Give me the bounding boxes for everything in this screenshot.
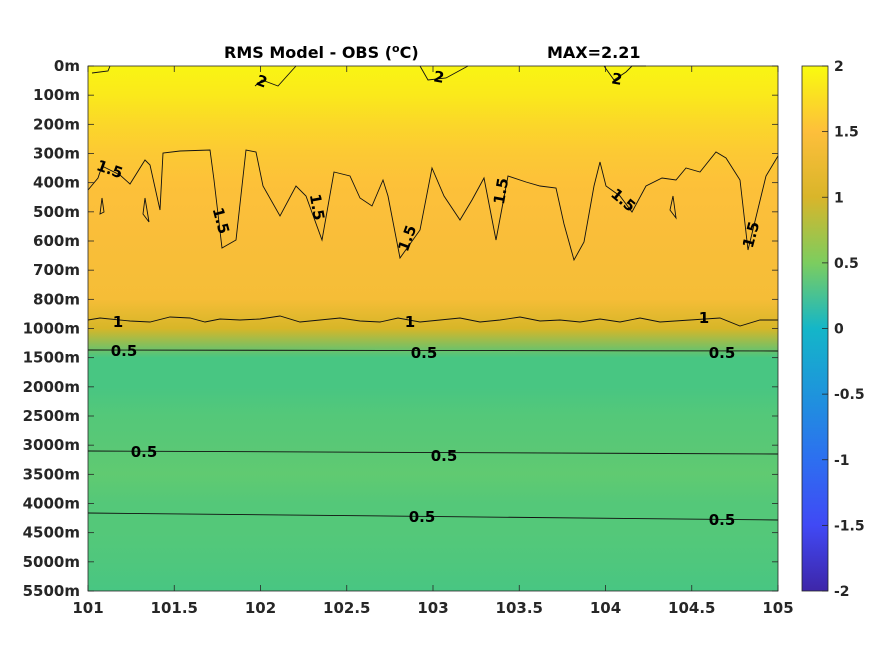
x-tick-label: 102.5 bbox=[323, 599, 370, 617]
colorbar-tick-label: 1 bbox=[834, 190, 844, 206]
contour-line bbox=[669, 195, 677, 220]
y-tick-label: 200m bbox=[33, 115, 80, 133]
contour-line bbox=[254, 65, 297, 87]
y-tick-label: 4500m bbox=[23, 524, 80, 542]
heatmap-field bbox=[88, 66, 778, 591]
y-tick-label: 2500m bbox=[23, 407, 80, 425]
y-tick-label: 600m bbox=[33, 232, 80, 250]
contour-line bbox=[419, 65, 469, 81]
y-tick-label: 5500m bbox=[23, 582, 80, 600]
contour-label: 0.5 bbox=[411, 344, 438, 362]
y-tick-label: 800m bbox=[33, 290, 80, 308]
x-tick-label: 103.5 bbox=[496, 599, 543, 617]
contour-label: 0.5 bbox=[131, 443, 158, 461]
contour-label: 2 bbox=[610, 69, 623, 89]
colorbar-tick-label: -0.5 bbox=[834, 387, 865, 403]
y-tick-label: 3500m bbox=[23, 465, 80, 483]
contour-label: 0.5 bbox=[111, 342, 138, 360]
colorbar-tick-label: 2 bbox=[834, 59, 844, 75]
x-tick-label: 101.5 bbox=[151, 599, 198, 617]
colorbar-tick-label: 1.5 bbox=[834, 125, 859, 141]
colorbar-tick-label: -1.5 bbox=[834, 518, 865, 534]
y-tick-label: 400m bbox=[33, 174, 80, 192]
y-tick-label: 500m bbox=[33, 203, 80, 221]
contour-line bbox=[142, 197, 150, 223]
contour-labels: 2 2 21.51.5 1.51.51.5 1.51.51 1 10.5 0.5 0.50.5 0… bbox=[94, 67, 763, 529]
x-tick-label: 102 bbox=[245, 599, 276, 617]
contour-label: 0.5 bbox=[431, 447, 458, 465]
contour-line bbox=[99, 197, 105, 215]
x-tick-label: 104.5 bbox=[668, 599, 715, 617]
y-tick-label: 100m bbox=[33, 86, 80, 104]
contour-label: 1.5 bbox=[306, 192, 328, 221]
y-tick-label: 2000m bbox=[23, 378, 80, 396]
y-tick-label: 1000m bbox=[23, 320, 80, 338]
contour-label: 2 bbox=[432, 67, 445, 87]
contour-line bbox=[87, 349, 779, 352]
contour-label: 0.5 bbox=[709, 511, 736, 529]
y-tick-label: 4000m bbox=[23, 495, 80, 513]
colorbar-tick-label: -2 bbox=[834, 584, 850, 600]
contour-line bbox=[87, 450, 779, 455]
x-tick-label: 105 bbox=[762, 599, 793, 617]
contour-label: 1 bbox=[699, 309, 709, 327]
y-tick-label: 300m bbox=[33, 145, 80, 163]
y-tick-label: 5000m bbox=[23, 553, 80, 571]
y-axis: 0m 100m 200m 300m 400m 500m 600m 700m 800m 1000m 1… bbox=[23, 57, 778, 600]
contour-lines bbox=[87, 65, 779, 521]
contour-label: 1 bbox=[113, 313, 123, 331]
y-tick-label: 1500m bbox=[23, 349, 80, 367]
x-axis: 101 101.5 102 102.5 103 103.5 104 104.5 105 bbox=[72, 66, 794, 617]
contour-label: 1 bbox=[405, 313, 415, 331]
plot-area bbox=[88, 66, 778, 591]
y-tick-label: 0m bbox=[54, 57, 80, 75]
x-tick-label: 103 bbox=[417, 599, 448, 617]
contour-label: 0.5 bbox=[409, 508, 436, 526]
x-tick-label: 104 bbox=[590, 599, 621, 617]
y-tick-label: 3000m bbox=[23, 436, 80, 454]
colorbar-tick-label: -1 bbox=[834, 453, 850, 469]
colorbar-axis: 2 1.5 1 0.5 0 -0.5 -1 -1.5 -2 bbox=[822, 59, 865, 600]
contour-line bbox=[87, 512, 779, 521]
contour-label: 1.5 bbox=[490, 176, 512, 205]
x-tick-label: 101 bbox=[72, 599, 103, 617]
contour-line bbox=[87, 149, 779, 262]
chart-title: RMS Model - OBS (oC) bbox=[224, 42, 419, 62]
max-label: MAX=2.21 bbox=[547, 43, 641, 62]
contour-label: 0.5 bbox=[709, 344, 736, 362]
contour-line bbox=[91, 65, 111, 74]
colorbar-tick-label: 0.5 bbox=[834, 256, 859, 272]
y-tick-label: 700m bbox=[33, 261, 80, 279]
contour-line bbox=[87, 315, 778, 327]
colorbar-tick-label: 0 bbox=[834, 322, 844, 338]
